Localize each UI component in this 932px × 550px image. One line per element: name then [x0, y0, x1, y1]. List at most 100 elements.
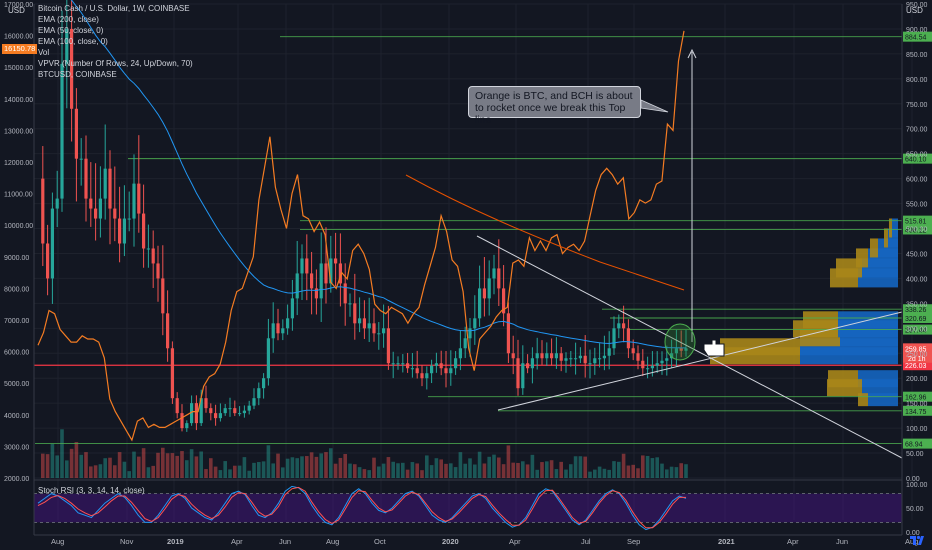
candle-body [305, 258, 309, 274]
volume-bar [621, 453, 626, 478]
candle-body [401, 363, 405, 365]
price-level-label: 320.69 [905, 316, 927, 323]
volume-bar [362, 469, 367, 478]
candle-body [540, 353, 544, 359]
current-price-tag [903, 343, 932, 354]
stoch-rsi-title[interactable]: Stoch RSI (3, 3, 14, 14, close) [38, 486, 145, 495]
volume-bar [453, 467, 458, 478]
candle-body [487, 278, 491, 299]
overlays [70, 0, 903, 459]
candle-body [170, 348, 174, 399]
vpvr-up [889, 218, 892, 238]
volume-bar [549, 460, 554, 478]
x-axis-tick: Jun [836, 537, 848, 546]
candle-body [310, 273, 314, 289]
left-axis-tick: 2000.00 [4, 476, 29, 483]
volume-bar [117, 452, 122, 478]
candle-body [516, 358, 520, 389]
candle-body [569, 358, 573, 360]
right-axis-tick: 50.00 [906, 451, 924, 458]
indicator-ema100[interactable]: EMA (100, close, 0) [38, 37, 108, 46]
candlesticks [41, 0, 688, 432]
volume-bar [151, 465, 155, 478]
candle-body [79, 158, 83, 160]
volume-bar [156, 452, 160, 478]
vpvr-up [803, 311, 838, 329]
candle-body [204, 398, 208, 409]
volume-bar [444, 463, 448, 478]
candle-body [665, 358, 669, 361]
left-axis-tick: 3000.00 [4, 444, 29, 451]
vpvr-down [888, 228, 898, 248]
candle-body [266, 338, 270, 379]
price-level-label: 134.75 [905, 409, 927, 416]
candle-body [655, 363, 659, 366]
candle-body [151, 248, 155, 264]
volume-bar [343, 454, 347, 478]
right-axis-tick: 600.00 [906, 177, 928, 184]
right-axis-tick: 850.00 [906, 52, 928, 59]
volume-bar [175, 455, 179, 478]
candle-body [185, 423, 189, 429]
indicator-vpvr[interactable]: VPVR (Number Of Rows, 24, Up/Down, 70) [38, 59, 193, 68]
candle-body [161, 278, 165, 314]
indicator-btcusd[interactable]: BTCUSD, COINBASE [38, 70, 117, 79]
candle-body [46, 243, 50, 279]
volume-bar [305, 456, 309, 478]
candle-body [578, 355, 582, 359]
candle-body [583, 355, 587, 364]
volume-bar [391, 461, 395, 478]
volume-bar [468, 458, 472, 478]
volume-bar [89, 466, 93, 478]
volume-bar [669, 466, 674, 478]
countdown-label: 2d 1h [908, 356, 926, 363]
right-axis-tick: 900.00 [906, 27, 928, 34]
candle-body [166, 313, 170, 349]
volume-bar [554, 469, 559, 478]
candle-body [214, 413, 218, 419]
volume-bar [636, 468, 640, 478]
volume-bar [367, 470, 371, 478]
volume-bar [309, 452, 314, 478]
volume-bar [473, 464, 477, 478]
volume-bar [161, 447, 165, 478]
volume-bar [612, 461, 616, 478]
ema-line [70, 0, 686, 349]
volume-bar [65, 460, 69, 478]
price-level-tag [903, 31, 932, 42]
x-axis-tick: Apr [787, 537, 799, 546]
volume-bar [410, 462, 415, 478]
volume-bar [415, 463, 419, 478]
callout-annotation[interactable]: Orange is BTC, and BCH is about to rocke… [468, 86, 641, 126]
volume-bar [434, 458, 439, 478]
volume-bar [588, 471, 592, 478]
volume-bar [578, 456, 583, 478]
indicator-ema200[interactable]: EMA (200, close) [38, 15, 99, 24]
volume-bar [353, 464, 357, 478]
volume-bar [93, 465, 98, 478]
left-axis-tick: 13000.00 [4, 128, 33, 135]
candle-body [103, 168, 107, 199]
candle-body [70, 28, 74, 109]
candle-body [386, 328, 390, 364]
ascending-trendline [497, 311, 903, 411]
hand-pointer-icon [703, 339, 725, 357]
candle-body [598, 358, 602, 360]
candle-body [65, 28, 69, 64]
candle-body [559, 353, 563, 361]
volume-bar [425, 455, 429, 478]
volume-bar [103, 458, 107, 478]
volume-bar [98, 464, 103, 478]
volume-bar [521, 461, 525, 478]
callout-line-2: to rocket once we break this Top line [475, 102, 626, 126]
right-axis-tick: 150.00 [906, 401, 928, 408]
candle-body [180, 413, 184, 429]
indicator-ema50[interactable]: EMA (50, close, 0) [38, 26, 104, 35]
symbol-title[interactable]: Bitcoin Cash / U.S. Dollar, 1W, COINBASE [38, 4, 190, 13]
indicator-vol[interactable]: Vol [38, 48, 50, 57]
hand-pointer-shape [703, 339, 725, 357]
left-axis-tick: 4000.00 [4, 413, 29, 420]
candle-body [108, 168, 112, 209]
volume-bar [122, 461, 127, 478]
